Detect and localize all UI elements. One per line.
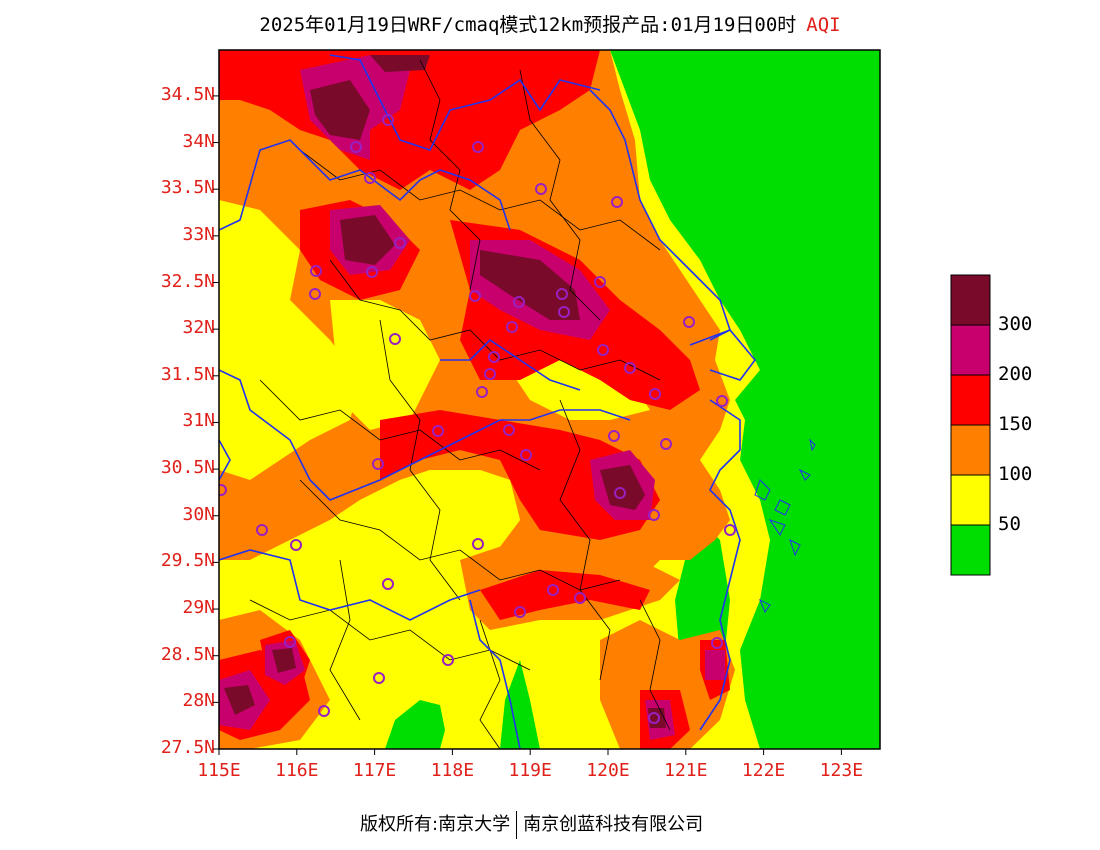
- green-south-patch2: [500, 660, 540, 749]
- magenta-ec: [705, 650, 725, 680]
- map-title: 2025年01月19日WRF/cmaq模式12km预报产品:01月19日00时 A…: [0, 10, 1100, 37]
- longitude-label: 120E: [586, 760, 630, 781]
- longitude-label: 119E: [508, 760, 552, 781]
- latitude-label: 33.5N: [160, 177, 215, 199]
- green-south-patch: [385, 700, 445, 749]
- latitude-label: 33N: [182, 223, 215, 245]
- longitude-label: 123E: [819, 760, 864, 781]
- station-markers: [219, 114, 736, 724]
- latitude-label: 31N: [182, 410, 215, 432]
- colorbar-segment: [950, 524, 991, 576]
- maroon-north2: [370, 55, 430, 72]
- colorbar-segment: [950, 274, 991, 326]
- footer-separator: [516, 811, 518, 839]
- latitude-label: 28N: [182, 690, 215, 712]
- maroon-south: [600, 465, 645, 510]
- colorbar-label: 300: [998, 313, 1033, 335]
- province-boundaries: [219, 54, 757, 749]
- sea-area: [610, 50, 880, 749]
- longitude-label: 115E: [197, 760, 241, 781]
- coast-islands: [754, 438, 816, 614]
- colorbar-segment: [950, 324, 991, 376]
- maroon-north: [310, 80, 370, 140]
- longitude-label: 121E: [664, 760, 708, 781]
- copyright-footer: 版权所有:南京大学 南京创蓝科技有限公司: [360, 810, 703, 839]
- longitude-label: 116E: [275, 760, 319, 781]
- red-central-south: [380, 410, 660, 540]
- plot-frame: [218, 49, 881, 750]
- latitude-label: 32N: [182, 317, 215, 339]
- colorbar-segment: [950, 474, 991, 526]
- colorbar: [950, 274, 991, 576]
- longitude-label: 122E: [741, 760, 786, 781]
- latitude-label: 29.5N: [160, 550, 215, 572]
- maroon-central: [480, 250, 580, 320]
- colorbar-segment: [950, 374, 991, 426]
- yellow-inner-west2: [330, 300, 440, 430]
- latitude-label: 31.5N: [160, 363, 215, 385]
- latitude-label: 32.5N: [160, 270, 215, 292]
- colorbar-label: 200: [998, 363, 1033, 385]
- copyright-left: 版权所有:南京大学: [360, 814, 511, 835]
- maroon-west: [340, 215, 395, 265]
- latitude-label: 27.5N: [160, 737, 215, 758]
- colorbar-label: 100: [998, 463, 1033, 485]
- longitude-label: 118E: [430, 760, 475, 781]
- map-title-variable: AQI: [806, 14, 841, 36]
- maroon-sw2: [272, 648, 296, 673]
- longitude-label: 117E: [352, 760, 397, 781]
- latitude-label: 30N: [182, 503, 215, 525]
- latitude-label: 34N: [182, 130, 215, 152]
- maroon-se: [648, 708, 666, 728]
- maroon-sw: [224, 685, 255, 715]
- latitude-label: 34.5N: [160, 83, 215, 105]
- colorbar-label: 150: [998, 413, 1033, 435]
- colorbar-label: 50: [998, 513, 1021, 535]
- colorbar-segment: [950, 424, 991, 476]
- latitude-label: 28.5N: [160, 643, 215, 665]
- map-title-main: 2025年01月19日WRF/cmaq模式12km预报产品:01月19日00时: [259, 14, 797, 36]
- latitude-label: 30.5N: [160, 457, 215, 479]
- copyright-right: 南京创蓝科技有限公司: [523, 814, 704, 835]
- yellow-inner-west: [219, 200, 360, 480]
- axis-ticks: [213, 95, 842, 755]
- latitude-label: 29N: [182, 597, 215, 619]
